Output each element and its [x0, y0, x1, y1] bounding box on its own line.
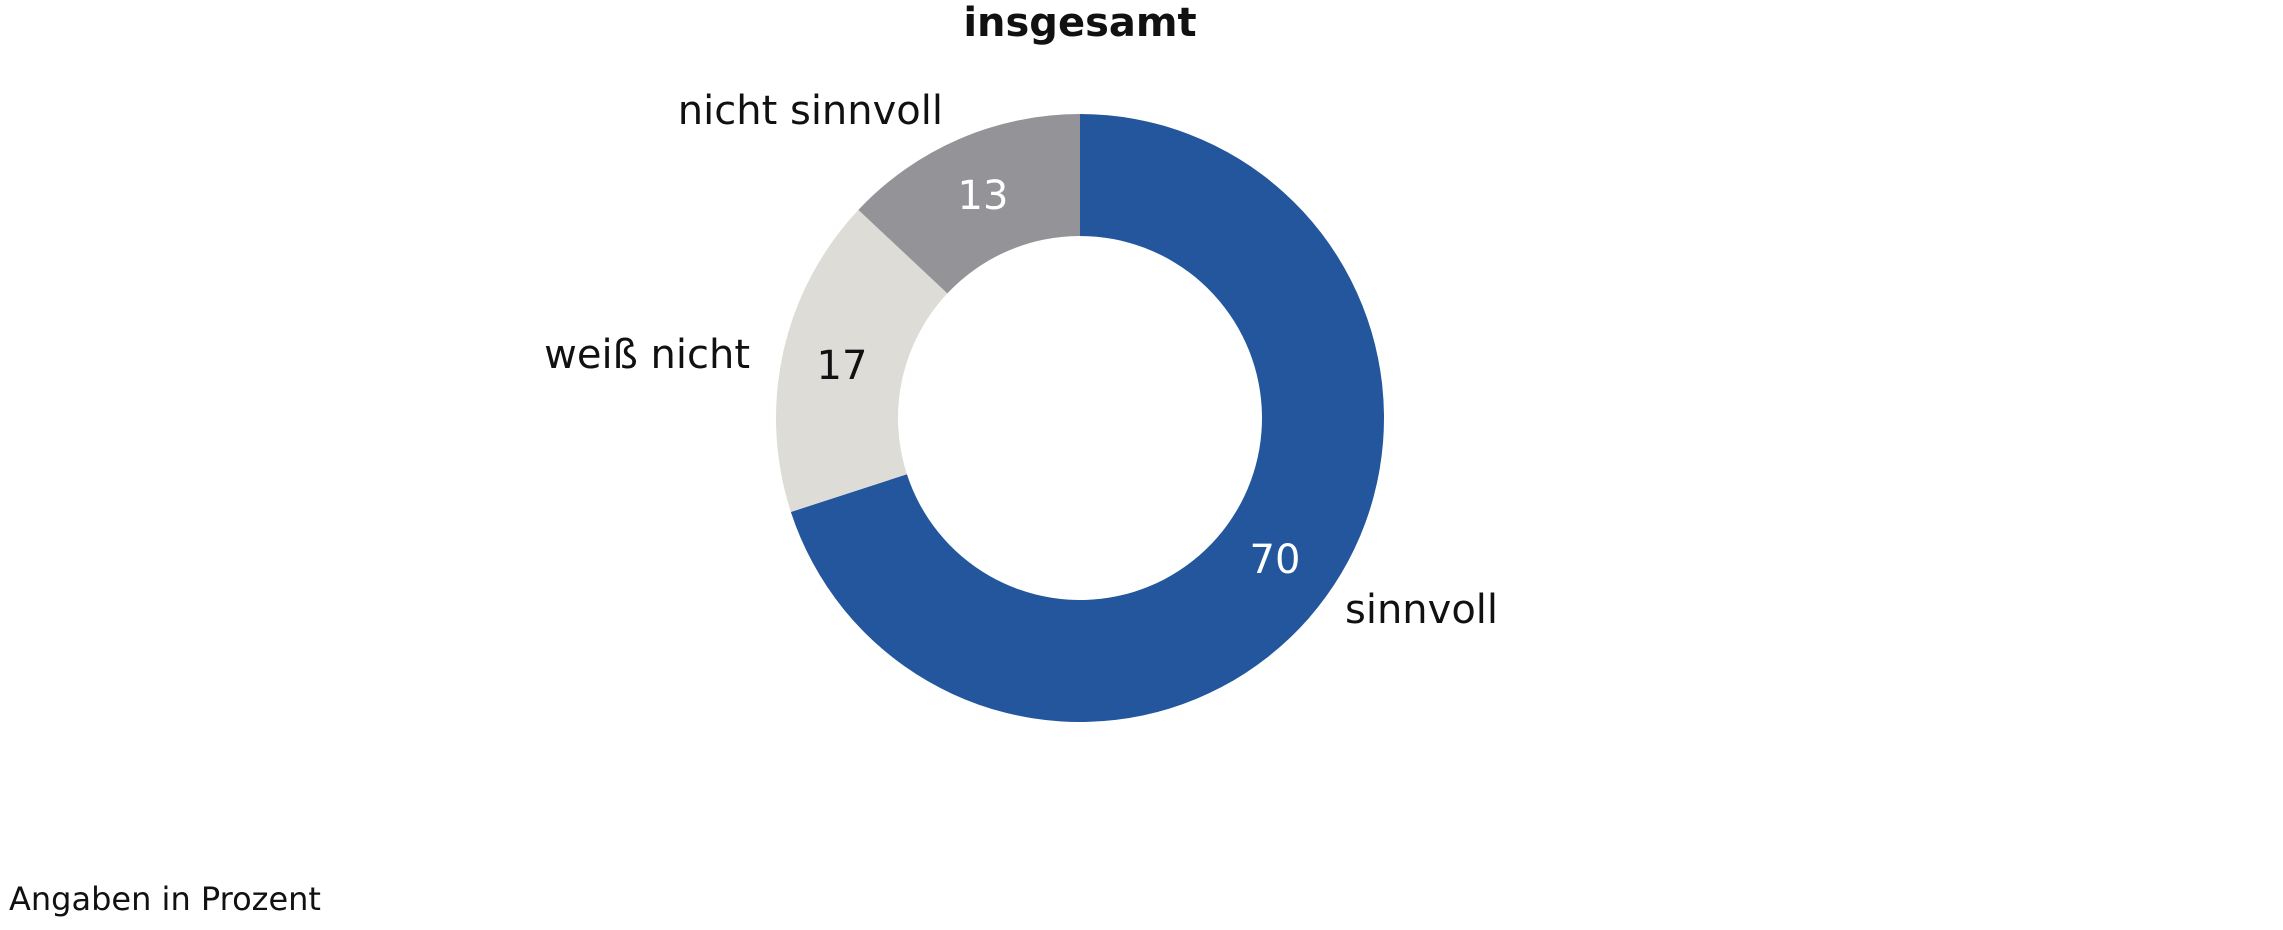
- data-label: 70: [1250, 537, 1301, 583]
- slice-label: nicht sinnvoll: [678, 88, 943, 134]
- chart-title: insgesamt: [963, 0, 1197, 46]
- data-label: 13: [958, 173, 1009, 219]
- slice-label: sinnvoll: [1345, 587, 1498, 633]
- slice-sinnvoll: [790, 114, 1384, 722]
- data-label: 17: [817, 343, 868, 389]
- slice-label: weiß nicht: [544, 332, 750, 378]
- slice-nicht-sinnvoll: [858, 114, 1080, 294]
- slice-weiß-nicht: [776, 209, 948, 512]
- chart-note: Angaben in Prozent: [9, 880, 321, 918]
